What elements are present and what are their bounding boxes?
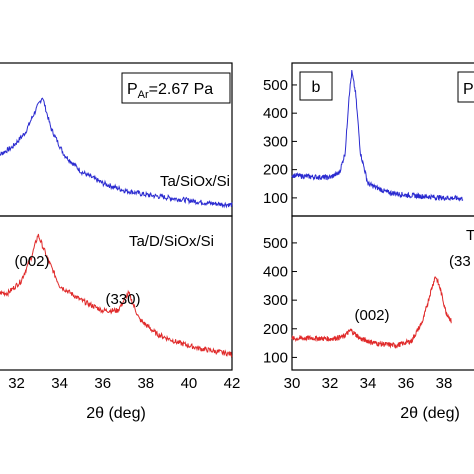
- left-upper-trace: [0, 97, 233, 209]
- left-x-tick-label: 42: [224, 375, 241, 392]
- left-chart-a: 32 34 36 38 40 42 PAr=2.67 Pa Ta/SiOx/Si Ta/D…: [0, 62, 241, 422]
- right-lower-series-label-fragment: T: [466, 227, 474, 244]
- right-x-tick-label: 34: [360, 375, 377, 392]
- right-pressure-label: P: [463, 81, 474, 98]
- right-lower-y-tick-label: 200: [263, 321, 288, 338]
- right-lower-y-tick-label: 100: [263, 349, 288, 366]
- right-lower-frame: [291, 215, 474, 371]
- left-pressure-box-border: [121, 72, 231, 104]
- right-x-axis: 30 32 34 36 38: [284, 375, 453, 392]
- left-x-tick-label: 36: [94, 375, 111, 392]
- left-lower-frame: [0, 215, 233, 371]
- left-pressure-value: =2.67 Pa: [149, 81, 214, 98]
- right-lower-y-tick-label: 400: [263, 264, 288, 281]
- right-lower-y-tick-label: 500: [263, 235, 288, 252]
- right-upper-y-tick-label: 100: [263, 190, 288, 207]
- right-x-tick-label: 32: [322, 375, 339, 392]
- right-peak-label-330-fragment: (33: [449, 253, 471, 270]
- panel-b-label: b: [312, 79, 321, 96]
- right-upper-plot: [291, 69, 464, 202]
- right-y-axis: 100 200 300 400 500 100 200 300 400 500: [263, 77, 297, 366]
- left-x-axis: 32 34 36 38 40 42: [8, 375, 241, 392]
- right-upper-trace: [291, 69, 464, 202]
- right-x-tick-label: 30: [284, 375, 301, 392]
- left-upper-series-label: Ta/SiOx/Si: [160, 173, 230, 190]
- right-pressure-box-border: [457, 71, 474, 103]
- right-upper-y-tick-label: 400: [263, 105, 288, 122]
- left-x-tick-label: 38: [137, 375, 154, 392]
- right-upper-y-tick-label: 500: [263, 77, 288, 94]
- left-pressure-box: PAr=2.67 Pa: [121, 72, 231, 104]
- right-lower-plot: [291, 276, 452, 349]
- left-x-tick-label: 32: [8, 375, 25, 392]
- right-x-tick-label: 38: [436, 375, 453, 392]
- right-lower-y-tick-label: 300: [263, 292, 288, 309]
- right-upper-y-tick-label: 200: [263, 162, 288, 179]
- panel-b-label-border: [299, 71, 333, 101]
- left-pressure-label: PAr=2.67 Pa: [127, 81, 213, 101]
- right-x-tick-label: 36: [398, 375, 415, 392]
- left-pressure-subscript: Ar: [138, 89, 149, 101]
- panel-b-label-box: b: [299, 71, 333, 101]
- left-x-axis-title: 2θ (deg): [86, 405, 146, 422]
- left-lower-series-label: Ta/D/SiOx/Si: [129, 233, 214, 250]
- right-lower-trace: [291, 276, 452, 349]
- left-lower-plot: [0, 233, 233, 358]
- left-lower-trace: [0, 233, 233, 358]
- left-x-tick-label: 40: [181, 375, 198, 392]
- left-pressure-symbol: P: [127, 81, 138, 98]
- left-peak-label-002: (002): [14, 253, 49, 270]
- left-upper-plot: [0, 97, 233, 209]
- right-pressure-box: P: [457, 71, 474, 103]
- right-upper-y-tick-label: 300: [263, 133, 288, 150]
- right-peak-label-002: (002): [354, 307, 389, 324]
- right-x-axis-title: 2θ (deg): [400, 405, 460, 422]
- left-peak-label-330: (330): [105, 291, 140, 308]
- left-x-tick-label: 34: [51, 375, 68, 392]
